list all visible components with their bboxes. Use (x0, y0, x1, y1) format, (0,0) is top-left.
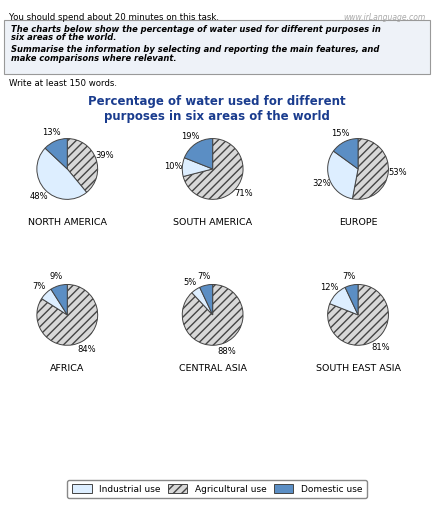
Text: 39%: 39% (95, 151, 114, 160)
Wedge shape (345, 285, 358, 315)
Wedge shape (183, 139, 243, 199)
Text: 5%: 5% (184, 278, 197, 287)
Wedge shape (328, 151, 358, 199)
Text: six areas of the world.: six areas of the world. (11, 33, 116, 42)
Wedge shape (328, 285, 388, 345)
Wedge shape (37, 148, 87, 199)
Text: Write at least 150 words.: Write at least 150 words. (9, 79, 117, 89)
Text: make comparisons where relevant.: make comparisons where relevant. (11, 54, 176, 63)
Text: AFRICA: AFRICA (50, 364, 85, 373)
Text: 88%: 88% (218, 347, 237, 356)
Text: You should spend about 20 minutes on this task.: You should spend about 20 minutes on thi… (9, 13, 219, 22)
Wedge shape (37, 285, 98, 345)
Text: 32%: 32% (312, 179, 331, 188)
Wedge shape (182, 285, 243, 345)
Wedge shape (184, 139, 213, 169)
Text: CENTRAL ASIA: CENTRAL ASIA (179, 364, 247, 373)
Text: 84%: 84% (77, 345, 95, 354)
Text: www.irLanguage.com: www.irLanguage.com (343, 13, 425, 22)
Text: 53%: 53% (388, 168, 407, 177)
Legend: Industrial use, Agricultural use, Domestic use: Industrial use, Agricultural use, Domest… (67, 480, 367, 498)
Text: 10%: 10% (164, 162, 182, 171)
Text: 48%: 48% (29, 191, 48, 201)
Wedge shape (192, 287, 213, 315)
Text: Summarise the information by selecting and reporting the main features, and: Summarise the information by selecting a… (11, 45, 379, 54)
Wedge shape (45, 139, 67, 169)
Text: 81%: 81% (371, 343, 390, 352)
Text: 12%: 12% (320, 283, 339, 292)
Wedge shape (352, 139, 388, 199)
Text: SOUTH AMERICA: SOUTH AMERICA (173, 218, 252, 227)
Text: 19%: 19% (181, 132, 200, 141)
Wedge shape (67, 139, 98, 193)
Text: 15%: 15% (331, 129, 349, 138)
Text: SOUTH EAST ASIA: SOUTH EAST ASIA (316, 364, 401, 373)
Wedge shape (200, 285, 213, 315)
Wedge shape (333, 139, 358, 169)
Text: The charts below show the percentage of water used for different purposes in: The charts below show the percentage of … (11, 25, 381, 34)
Text: 7%: 7% (197, 272, 211, 281)
Text: EUROPE: EUROPE (339, 218, 377, 227)
Text: 13%: 13% (42, 128, 61, 137)
Text: 7%: 7% (343, 272, 356, 281)
Wedge shape (51, 285, 67, 315)
Text: 9%: 9% (49, 272, 63, 282)
Wedge shape (182, 158, 213, 177)
Text: 7%: 7% (33, 283, 46, 291)
Text: NORTH AMERICA: NORTH AMERICA (28, 218, 107, 227)
Wedge shape (42, 289, 67, 315)
Text: 71%: 71% (234, 189, 253, 198)
Text: Percentage of water used for different
purposes in six areas of the world: Percentage of water used for different p… (88, 95, 346, 123)
Wedge shape (330, 287, 358, 315)
